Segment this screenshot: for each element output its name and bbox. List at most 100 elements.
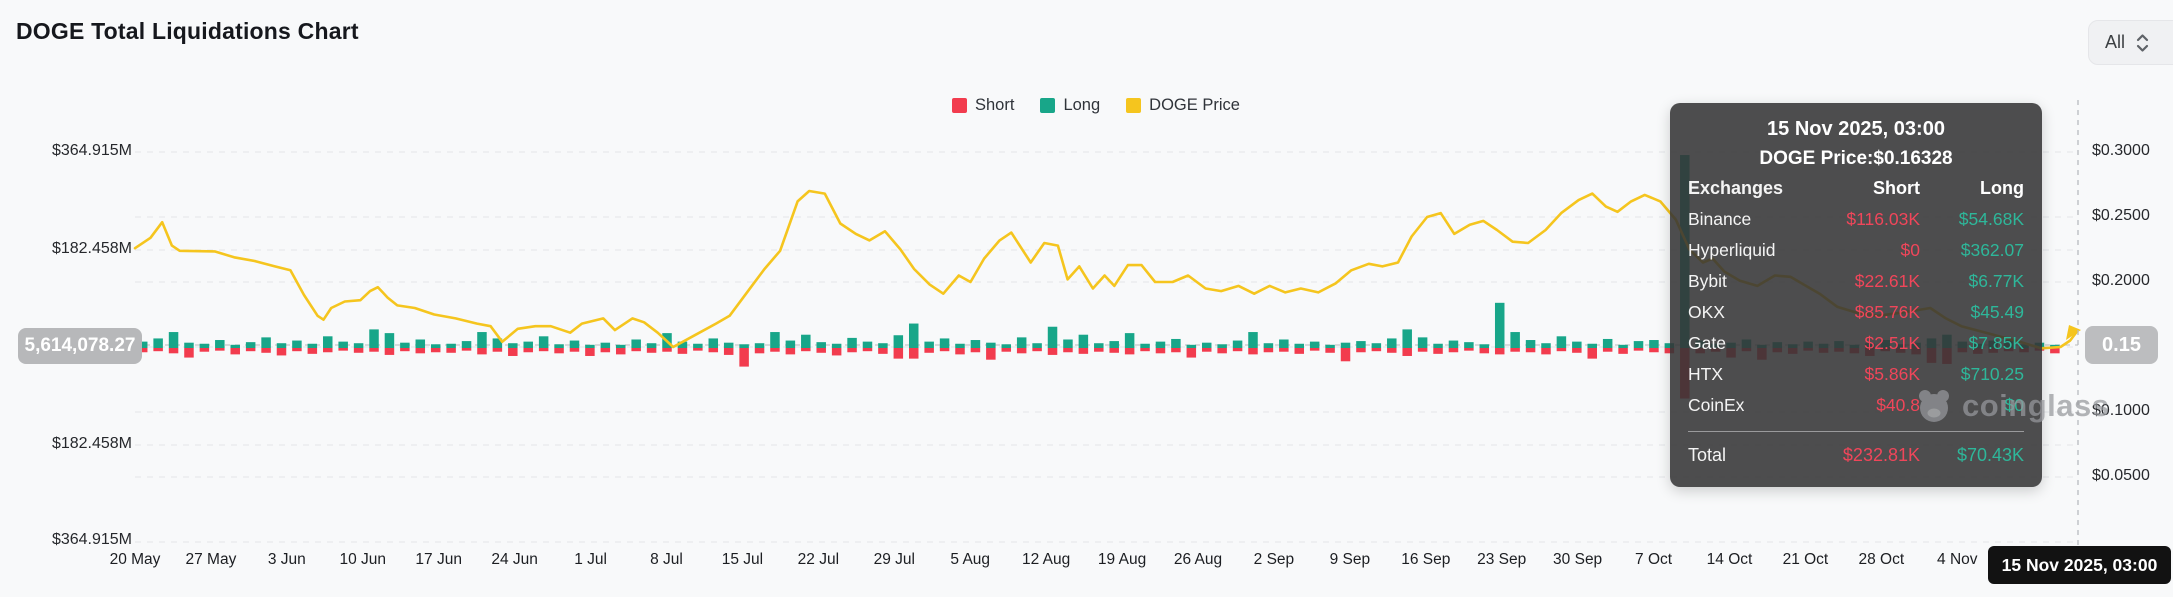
long-liquidation-bar[interactable]: [631, 339, 641, 348]
short-liquidation-bar[interactable]: [353, 348, 364, 353]
long-liquidation-bar[interactable]: [1464, 342, 1474, 348]
short-liquidation-bar[interactable]: [1433, 348, 1443, 354]
long-liquidation-bar[interactable]: [554, 344, 564, 348]
long-liquidation-bar[interactable]: [693, 343, 703, 348]
short-liquidation-bar[interactable]: [1263, 348, 1274, 353]
short-liquidation-bar[interactable]: [1464, 348, 1474, 351]
long-liquidation-bar[interactable]: [1402, 329, 1412, 348]
short-liquidation-bar[interactable]: [1124, 348, 1135, 355]
short-liquidation-bar[interactable]: [1171, 348, 1181, 353]
long-liquidation-bar[interactable]: [955, 343, 965, 348]
short-liquidation-bar[interactable]: [1063, 348, 1073, 353]
short-liquidation-bar[interactable]: [708, 348, 719, 353]
long-liquidation-bar[interactable]: [1248, 332, 1258, 348]
long-liquidation-bar[interactable]: [1279, 339, 1289, 348]
short-liquidation-bar[interactable]: [230, 348, 240, 355]
long-liquidation-bar[interactable]: [199, 343, 210, 348]
short-liquidation-bar[interactable]: [1402, 348, 1412, 356]
short-liquidation-bar[interactable]: [523, 348, 533, 353]
short-liquidation-bar[interactable]: [1602, 348, 1613, 352]
long-liquidation-bar[interactable]: [215, 340, 225, 348]
long-liquidation-bar[interactable]: [600, 342, 611, 348]
long-liquidation-bar[interactable]: [323, 336, 333, 348]
long-liquidation-bar[interactable]: [1417, 337, 1428, 348]
range-selector-dropdown[interactable]: All: [2088, 20, 2173, 65]
short-liquidation-bar[interactable]: [1494, 348, 1505, 355]
short-liquidation-bar[interactable]: [1016, 348, 1027, 354]
long-liquidation-bar[interactable]: [1201, 342, 1212, 348]
short-liquidation-bar[interactable]: [1078, 348, 1089, 354]
short-liquidation-bar[interactable]: [2050, 348, 2060, 354]
short-liquidation-bar[interactable]: [1387, 348, 1397, 353]
short-liquidation-bar[interactable]: [1510, 348, 1520, 352]
long-liquidation-bar[interactable]: [616, 344, 626, 348]
long-liquidation-bar[interactable]: [1356, 341, 1366, 348]
long-liquidation-bar[interactable]: [400, 342, 410, 348]
short-liquidation-bar[interactable]: [600, 348, 611, 353]
short-liquidation-bar[interactable]: [1417, 348, 1428, 352]
long-liquidation-bar[interactable]: [415, 339, 426, 348]
short-liquidation-bar[interactable]: [1587, 348, 1598, 359]
short-liquidation-bar[interactable]: [384, 348, 395, 355]
long-liquidation-bar[interactable]: [1294, 343, 1305, 348]
long-liquidation-bar[interactable]: [569, 340, 580, 348]
short-liquidation-bar[interactable]: [1279, 348, 1289, 352]
short-liquidation-bar[interactable]: [1217, 348, 1227, 354]
short-liquidation-bar[interactable]: [1448, 348, 1459, 353]
short-liquidation-bar[interactable]: [1541, 348, 1551, 355]
short-liquidation-bar[interactable]: [400, 348, 410, 352]
long-liquidation-bar[interactable]: [831, 343, 842, 348]
short-liquidation-bar[interactable]: [153, 348, 163, 352]
long-liquidation-bar[interactable]: [1340, 342, 1351, 348]
long-liquidation-bar[interactable]: [1541, 343, 1551, 348]
short-liquidation-bar[interactable]: [245, 348, 256, 352]
long-liquidation-bar[interactable]: [1047, 326, 1058, 348]
long-liquidation-bar[interactable]: [461, 341, 472, 348]
short-liquidation-bar[interactable]: [693, 348, 703, 351]
short-liquidation-bar[interactable]: [986, 348, 996, 360]
long-liquidation-bar[interactable]: [353, 343, 364, 348]
long-liquidation-bar[interactable]: [230, 344, 240, 348]
short-liquidation-bar[interactable]: [461, 348, 472, 351]
short-liquidation-bar[interactable]: [754, 348, 765, 354]
short-liquidation-bar[interactable]: [1032, 348, 1042, 352]
long-liquidation-bar[interactable]: [986, 342, 996, 348]
long-liquidation-bar[interactable]: [893, 335, 904, 348]
long-liquidation-bar[interactable]: [1001, 344, 1012, 348]
short-liquidation-bar[interactable]: [893, 348, 904, 359]
short-liquidation-bar[interactable]: [276, 348, 287, 356]
short-liquidation-bar[interactable]: [831, 348, 842, 356]
long-liquidation-bar[interactable]: [816, 342, 826, 348]
short-liquidation-bar[interactable]: [1140, 348, 1150, 352]
long-liquidation-bar[interactable]: [970, 340, 981, 348]
long-liquidation-bar[interactable]: [585, 344, 595, 348]
long-liquidation-bar[interactable]: [1572, 341, 1582, 348]
short-liquidation-bar[interactable]: [1371, 348, 1382, 352]
long-liquidation-bar[interactable]: [523, 341, 533, 348]
long-liquidation-bar[interactable]: [739, 344, 749, 348]
short-liquidation-bar[interactable]: [662, 348, 672, 352]
long-liquidation-bar[interactable]: [801, 334, 811, 348]
long-liquidation-bar[interactable]: [1556, 336, 1567, 348]
short-liquidation-bar[interactable]: [1001, 348, 1012, 352]
long-liquidation-bar[interactable]: [261, 337, 271, 348]
long-liquidation-bar[interactable]: [785, 340, 796, 348]
long-liquidation-bar[interactable]: [1387, 338, 1397, 348]
long-liquidation-bar[interactable]: [292, 340, 302, 348]
short-liquidation-bar[interactable]: [307, 348, 318, 354]
long-liquidation-bar[interactable]: [384, 333, 395, 348]
long-liquidation-bar[interactable]: [1140, 343, 1150, 348]
short-liquidation-bar[interactable]: [168, 348, 179, 354]
long-liquidation-bar[interactable]: [1217, 344, 1227, 348]
long-liquidation-bar[interactable]: [646, 343, 657, 348]
short-liquidation-bar[interactable]: [646, 348, 657, 353]
long-liquidation-bar[interactable]: [847, 337, 857, 348]
short-liquidation-bar[interactable]: [215, 348, 225, 351]
short-liquidation-bar[interactable]: [184, 348, 194, 358]
long-liquidation-bar[interactable]: [1263, 343, 1274, 348]
short-liquidation-bar[interactable]: [261, 348, 271, 353]
long-liquidation-bar[interactable]: [723, 342, 734, 348]
long-liquidation-bar[interactable]: [1602, 338, 1613, 348]
long-liquidation-bar[interactable]: [184, 342, 194, 348]
short-liquidation-bar[interactable]: [770, 348, 780, 352]
